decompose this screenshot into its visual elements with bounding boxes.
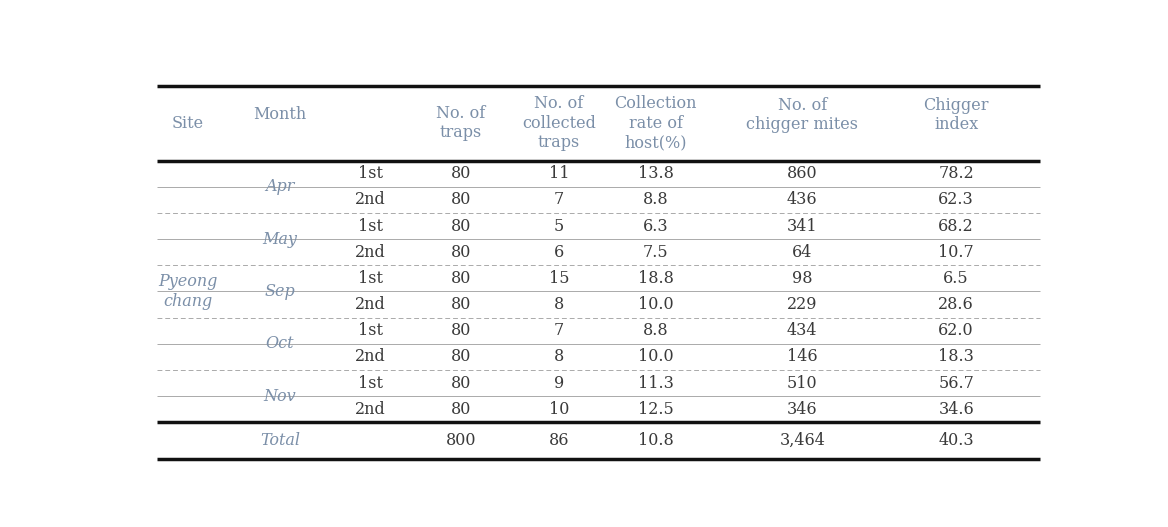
Text: Month: Month [253, 106, 306, 123]
Text: 18.3: 18.3 [938, 348, 974, 365]
Text: No. of
collected
traps: No. of collected traps [522, 95, 596, 151]
Text: 2nd: 2nd [355, 401, 385, 418]
Text: 28.6: 28.6 [938, 296, 974, 313]
Text: 10.0: 10.0 [638, 296, 674, 313]
Text: 78.2: 78.2 [938, 165, 974, 182]
Text: 9: 9 [554, 375, 564, 392]
Text: 7.5: 7.5 [642, 243, 668, 261]
Text: 80: 80 [451, 243, 471, 261]
Text: Chigger
index: Chigger index [924, 96, 989, 133]
Text: 229: 229 [787, 296, 818, 313]
Text: 80: 80 [451, 296, 471, 313]
Text: 98: 98 [792, 270, 813, 287]
Text: 62.3: 62.3 [938, 191, 974, 208]
Text: 80: 80 [451, 165, 471, 182]
Text: 80: 80 [451, 191, 471, 208]
Text: 80: 80 [451, 348, 471, 365]
Text: 1st: 1st [357, 218, 383, 235]
Text: 860: 860 [787, 165, 818, 182]
Text: 40.3: 40.3 [938, 432, 974, 449]
Text: 86: 86 [549, 432, 569, 449]
Text: May: May [263, 231, 298, 248]
Text: 11.3: 11.3 [638, 375, 674, 392]
Text: 10: 10 [549, 401, 569, 418]
Text: 1st: 1st [357, 322, 383, 339]
Text: 7: 7 [554, 322, 564, 339]
Text: 18.8: 18.8 [638, 270, 674, 287]
Text: 6.3: 6.3 [642, 218, 668, 235]
Text: 8: 8 [554, 296, 564, 313]
Text: 2nd: 2nd [355, 348, 385, 365]
Text: 10.7: 10.7 [938, 243, 974, 261]
Text: 434: 434 [787, 322, 818, 339]
Text: No. of
traps: No. of traps [437, 105, 486, 141]
Text: 11: 11 [549, 165, 569, 182]
Text: 10.8: 10.8 [638, 432, 674, 449]
Text: 80: 80 [451, 218, 471, 235]
Text: 1st: 1st [357, 270, 383, 287]
Text: Sep: Sep [265, 283, 296, 300]
Text: 6: 6 [554, 243, 564, 261]
Text: 2nd: 2nd [355, 191, 385, 208]
Text: No. of
chigger mites: No. of chigger mites [746, 96, 858, 133]
Text: 1st: 1st [357, 165, 383, 182]
Text: 5: 5 [554, 218, 564, 235]
Text: 68.2: 68.2 [938, 218, 974, 235]
Text: 64: 64 [792, 243, 813, 261]
Text: 1st: 1st [357, 375, 383, 392]
Text: 2nd: 2nd [355, 243, 385, 261]
Text: Apr: Apr [265, 178, 294, 196]
Text: 341: 341 [787, 218, 818, 235]
Text: 8.8: 8.8 [642, 322, 668, 339]
Text: 15: 15 [549, 270, 569, 287]
Text: 146: 146 [787, 348, 818, 365]
Text: 80: 80 [451, 375, 471, 392]
Text: 346: 346 [787, 401, 818, 418]
Text: 7: 7 [554, 191, 564, 208]
Text: 62.0: 62.0 [938, 322, 974, 339]
Text: Nov: Nov [264, 388, 297, 405]
Text: 8: 8 [554, 348, 564, 365]
Text: 10.0: 10.0 [638, 348, 674, 365]
Text: Total: Total [260, 432, 300, 449]
Text: 6.5: 6.5 [944, 270, 969, 287]
Text: Collection
rate of
host(%): Collection rate of host(%) [614, 95, 697, 151]
Text: 12.5: 12.5 [638, 401, 674, 418]
Text: 800: 800 [446, 432, 477, 449]
Text: 8.8: 8.8 [642, 191, 668, 208]
Text: 13.8: 13.8 [638, 165, 674, 182]
Text: 80: 80 [451, 401, 471, 418]
Text: 3,464: 3,464 [779, 432, 826, 449]
Text: 510: 510 [787, 375, 818, 392]
Text: 56.7: 56.7 [938, 375, 974, 392]
Text: 2nd: 2nd [355, 296, 385, 313]
Text: 80: 80 [451, 322, 471, 339]
Text: Oct: Oct [265, 335, 294, 353]
Text: 34.6: 34.6 [938, 401, 974, 418]
Text: Site: Site [172, 114, 203, 132]
Text: 436: 436 [787, 191, 818, 208]
Text: 80: 80 [451, 270, 471, 287]
Text: Pyeong
chang: Pyeong chang [158, 273, 217, 310]
